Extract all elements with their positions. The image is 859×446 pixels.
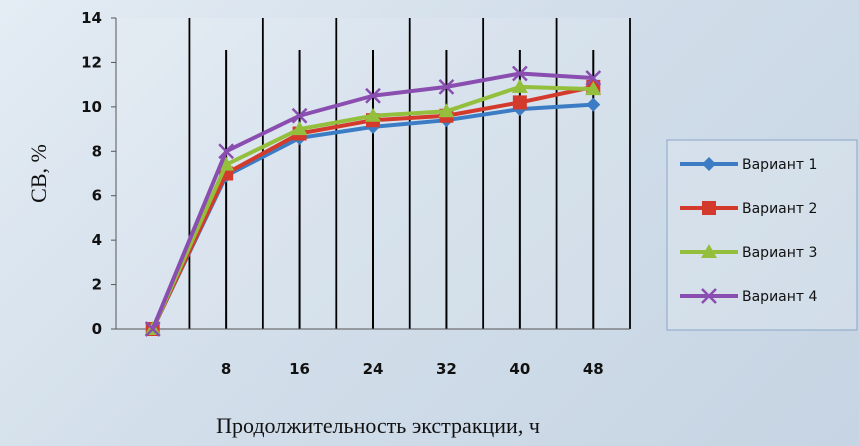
legend-item: Вариант 1 xyxy=(680,157,817,173)
legend-label: Вариант 3 xyxy=(742,245,817,261)
y-tick-label: 8 xyxy=(92,142,102,160)
y-tick-label: 4 xyxy=(92,231,102,249)
x-tick-label: 32 xyxy=(436,360,457,378)
data-point xyxy=(511,65,528,82)
data-point xyxy=(218,156,235,171)
y-tick-label: 2 xyxy=(92,276,102,294)
data-point xyxy=(512,95,527,110)
x-tick-label: 24 xyxy=(363,360,384,378)
legend-label: Вариант 2 xyxy=(742,201,817,217)
y-tick-label: 0 xyxy=(92,320,102,338)
data-point xyxy=(586,97,601,112)
y-tick-label: 12 xyxy=(81,53,102,71)
axes xyxy=(111,17,630,330)
data-point xyxy=(365,107,381,122)
data-point xyxy=(585,81,602,96)
data-point xyxy=(291,107,308,124)
data-point xyxy=(511,78,528,93)
series-4 xyxy=(144,65,602,337)
legend: Вариант 1 Вариант 2 Вариант 3 Вариант 4 xyxy=(666,139,858,331)
grid-lines xyxy=(188,18,631,329)
legend-label: Вариант 1 xyxy=(742,157,817,173)
series-layer xyxy=(144,65,602,337)
legend-item: Вариант 4 xyxy=(680,288,818,305)
data-point xyxy=(291,121,308,136)
data-point xyxy=(438,103,455,118)
y-axis-title: СВ, % xyxy=(26,144,51,203)
x-tick-label: 16 xyxy=(289,360,310,378)
legend-item: Вариант 2 xyxy=(680,201,817,217)
y-tick-labels: 0 2 4 6 8 10 12 14 xyxy=(81,9,102,338)
data-point xyxy=(218,143,235,160)
data-point xyxy=(144,321,161,337)
legend-item: Вариант 3 xyxy=(680,244,817,261)
x-tick-label: 48 xyxy=(583,360,604,378)
data-point xyxy=(585,70,602,86)
x-tick-label: 8 xyxy=(221,360,231,378)
legend-marker xyxy=(702,157,716,171)
legend-marker xyxy=(701,244,717,258)
data-point xyxy=(438,78,455,95)
y-tick-label: 10 xyxy=(81,98,102,116)
x-tick-label: 40 xyxy=(509,360,530,378)
x-tick-labels: 8 16 24 32 40 48 xyxy=(221,360,604,378)
legend-marker xyxy=(702,201,716,215)
legend-box xyxy=(666,139,858,331)
data-point xyxy=(365,87,381,104)
y-tick-label: 14 xyxy=(81,9,102,27)
x-axis-title: Продолжительность экстракции, ч xyxy=(216,413,540,438)
legend-label: Вариант 4 xyxy=(742,289,818,305)
legend-marker xyxy=(701,288,717,304)
y-tick-label: 6 xyxy=(92,187,102,205)
